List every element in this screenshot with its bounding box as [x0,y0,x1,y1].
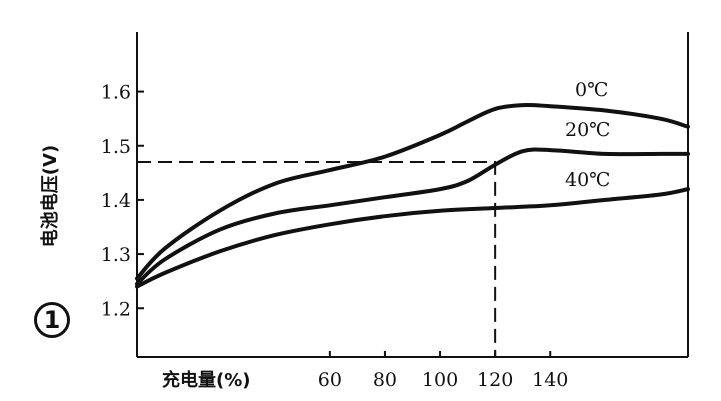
x-tick-label: 80 [373,369,397,391]
dashed-guide-line [137,161,497,357]
guide-lines [137,161,497,357]
series-line-1 [135,102,690,281]
series-line-2 [135,147,690,286]
series-line-3 [135,187,690,289]
series-lines [135,102,690,289]
y-tick-label: 1.6 [101,82,131,104]
figure-number-marker: 1 [34,302,70,338]
y-tick-label: 1.3 [101,244,131,266]
y-tick-labels: 1.2 1.3 1.4 1.5 1.6 [101,82,131,321]
x-tick-label: 120 [477,369,513,391]
x-tick-labels: 60 80 100 120 140 [318,369,569,391]
y-tick-label: 1.5 [101,136,131,158]
series-label-1: 0℃ [575,79,608,101]
series-label-3: 40℃ [565,169,610,191]
figure-number: 1 [43,306,61,334]
x-tick-label: 100 [422,369,458,391]
series-labels: 0℃ 20℃ 40℃ [565,79,610,191]
series-label-2: 20℃ [565,119,610,141]
y-axis-title: 电池电压(V) [39,145,61,247]
y-tick-label: 1.2 [101,298,131,320]
x-tick-label: 140 [532,369,568,391]
x-tick-label: 60 [318,369,342,391]
y-tick-label: 1.4 [101,190,131,212]
x-axis-title: 充电量(%) [162,369,251,391]
